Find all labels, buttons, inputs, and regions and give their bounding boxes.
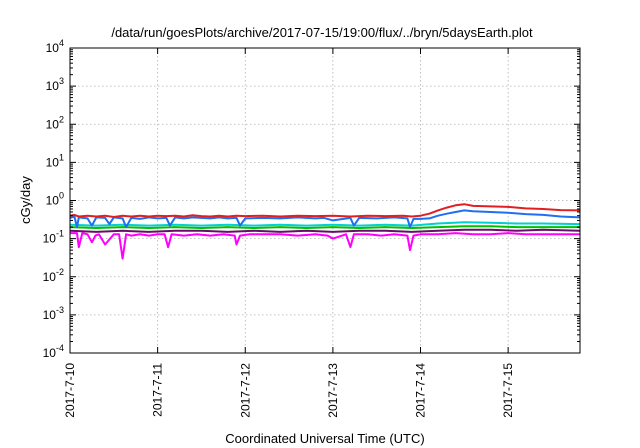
x-tick-label: 2017-7-12 [238, 363, 252, 418]
y-tick-label: 100 [46, 191, 64, 208]
ticks [69, 47, 580, 354]
y-axis-label: cGy/day [18, 176, 33, 224]
grid [69, 48, 580, 353]
chart-title: /data/run/goesPlots/archive/2017-07-15/1… [111, 25, 533, 40]
x-tick-label: 2017-7-10 [63, 363, 77, 418]
x-tick-label: 2017-7-15 [501, 363, 515, 418]
y-tick-label: 10-1 [43, 229, 64, 246]
series-line-1 [70, 232, 580, 260]
x-axis-label: Coordinated Universal Time (UTC) [225, 431, 424, 446]
series-line-6 [69, 203, 581, 218]
series-line-3 [69, 225, 580, 229]
y-tick-label: 104 [46, 38, 64, 55]
series-line-2 [69, 228, 581, 233]
y-tick-label: 103 [46, 76, 64, 93]
x-tick-labels: 2017-7-10 2017-7-11 2017-7-12 2017-7-13 2017… [63, 363, 515, 418]
x-tick-label: 2017-7-14 [414, 363, 428, 418]
y-tick-labels: 10-4 10-3 10-2 10-1 100 101 102 103 104 [43, 38, 64, 360]
y-tick-label: 10-3 [43, 305, 64, 322]
x-tick-label: 2017-7-11 [151, 363, 165, 417]
y-tick-label: 101 [46, 152, 64, 169]
y-tick-label: 102 [46, 114, 64, 131]
series-line-4 [69, 221, 581, 227]
y-tick-label: 10-2 [43, 267, 64, 284]
x-tick-label: 2017-7-13 [326, 363, 340, 418]
y-tick-label: 10-4 [43, 343, 64, 360]
series-layer [69, 203, 581, 260]
